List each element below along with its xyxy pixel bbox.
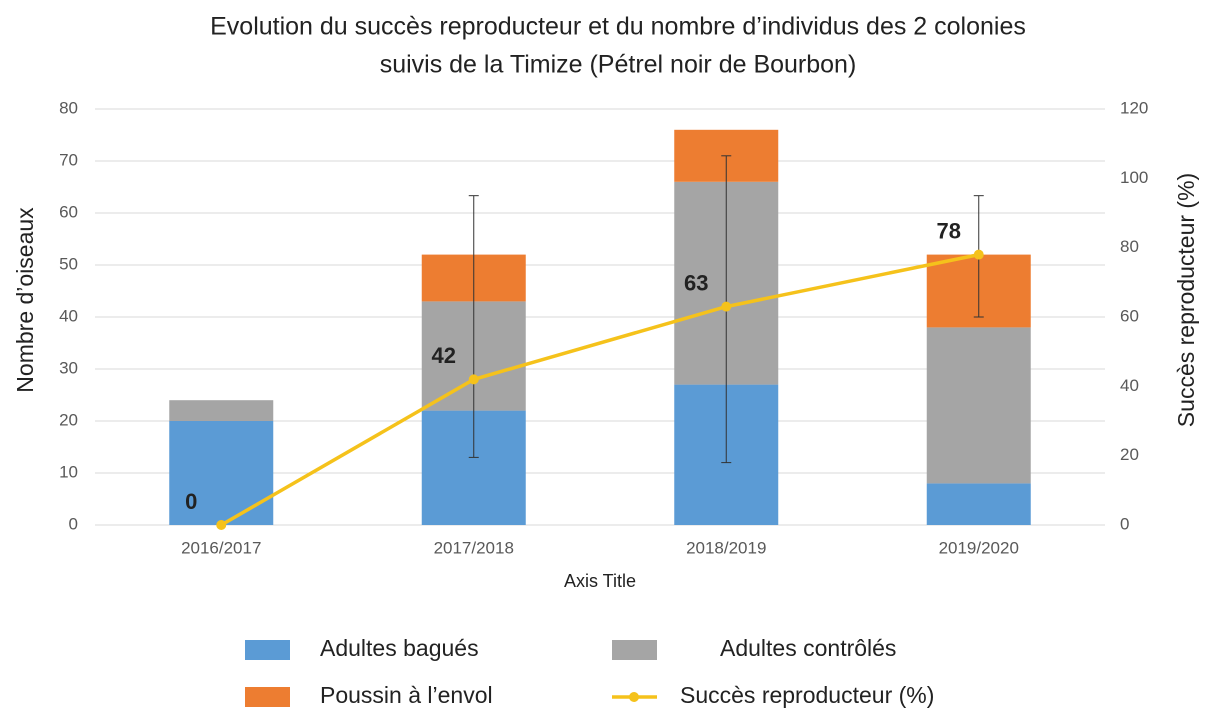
y2-tick-label: 20 — [1120, 445, 1139, 464]
x-axis-title: Axis Title — [564, 571, 636, 591]
x-tick-label: 2016/2017 — [181, 538, 261, 557]
y-tick-label: 40 — [59, 306, 78, 325]
error-bar — [468, 195, 479, 458]
y-tick-label: 50 — [59, 254, 78, 273]
data-label: 63 — [684, 270, 708, 295]
x-tick-label: 2017/2018 — [434, 538, 514, 557]
chart-title: suivis de la Timize (Pétrel noir de Bour… — [380, 51, 857, 79]
line — [220, 252, 980, 527]
legend-swatch — [612, 640, 657, 660]
y-tick-label: 60 — [59, 202, 78, 221]
x-tick-label: 2019/2020 — [939, 538, 1019, 557]
data-label: 78 — [937, 218, 961, 243]
legend-swatch — [245, 687, 290, 707]
y2-tick-label: 100 — [1120, 168, 1148, 187]
x-tick-label: 2018/2019 — [686, 538, 766, 557]
bar-segment — [169, 400, 274, 421]
line-point — [468, 374, 479, 385]
bar-segment — [926, 483, 1031, 525]
y-tick-label: 10 — [59, 462, 78, 481]
legend-label: Succès reproducteur (%) — [680, 682, 934, 708]
y-tick-label: 20 — [59, 410, 78, 429]
line-point — [216, 520, 227, 530]
y2-tick-label: 60 — [1120, 306, 1139, 325]
legend-label: Poussin à l’envol — [320, 682, 493, 708]
y2-tick-label: 0 — [1120, 514, 1129, 533]
data-label: 0 — [185, 489, 197, 514]
y-tick-label: 0 — [69, 514, 78, 533]
line-point — [721, 301, 732, 312]
y2-tick-label: 80 — [1120, 237, 1139, 256]
chart-title: Evolution du succès reproducteur et du n… — [210, 13, 1026, 41]
y-tick-label: 80 — [59, 98, 78, 117]
line-point — [973, 249, 984, 260]
legend-swatch — [245, 640, 290, 660]
y2-axis-title: Succès reproducteur (%) — [1173, 173, 1199, 427]
y-tick-label: 70 — [59, 150, 78, 169]
data-label: 42 — [432, 343, 456, 368]
y-tick-label: 30 — [59, 358, 78, 377]
legend-label: Adultes contrôlés — [720, 635, 896, 661]
legend-swatch — [629, 692, 639, 702]
bar-segment — [169, 421, 274, 525]
y2-tick-label: 120 — [1120, 98, 1148, 117]
y-axis-title: Nombre d’oiseaux — [12, 207, 38, 393]
y2-tick-label: 40 — [1120, 376, 1139, 395]
legend-label: Adultes bagués — [320, 635, 479, 661]
bar-segment — [926, 327, 1031, 484]
